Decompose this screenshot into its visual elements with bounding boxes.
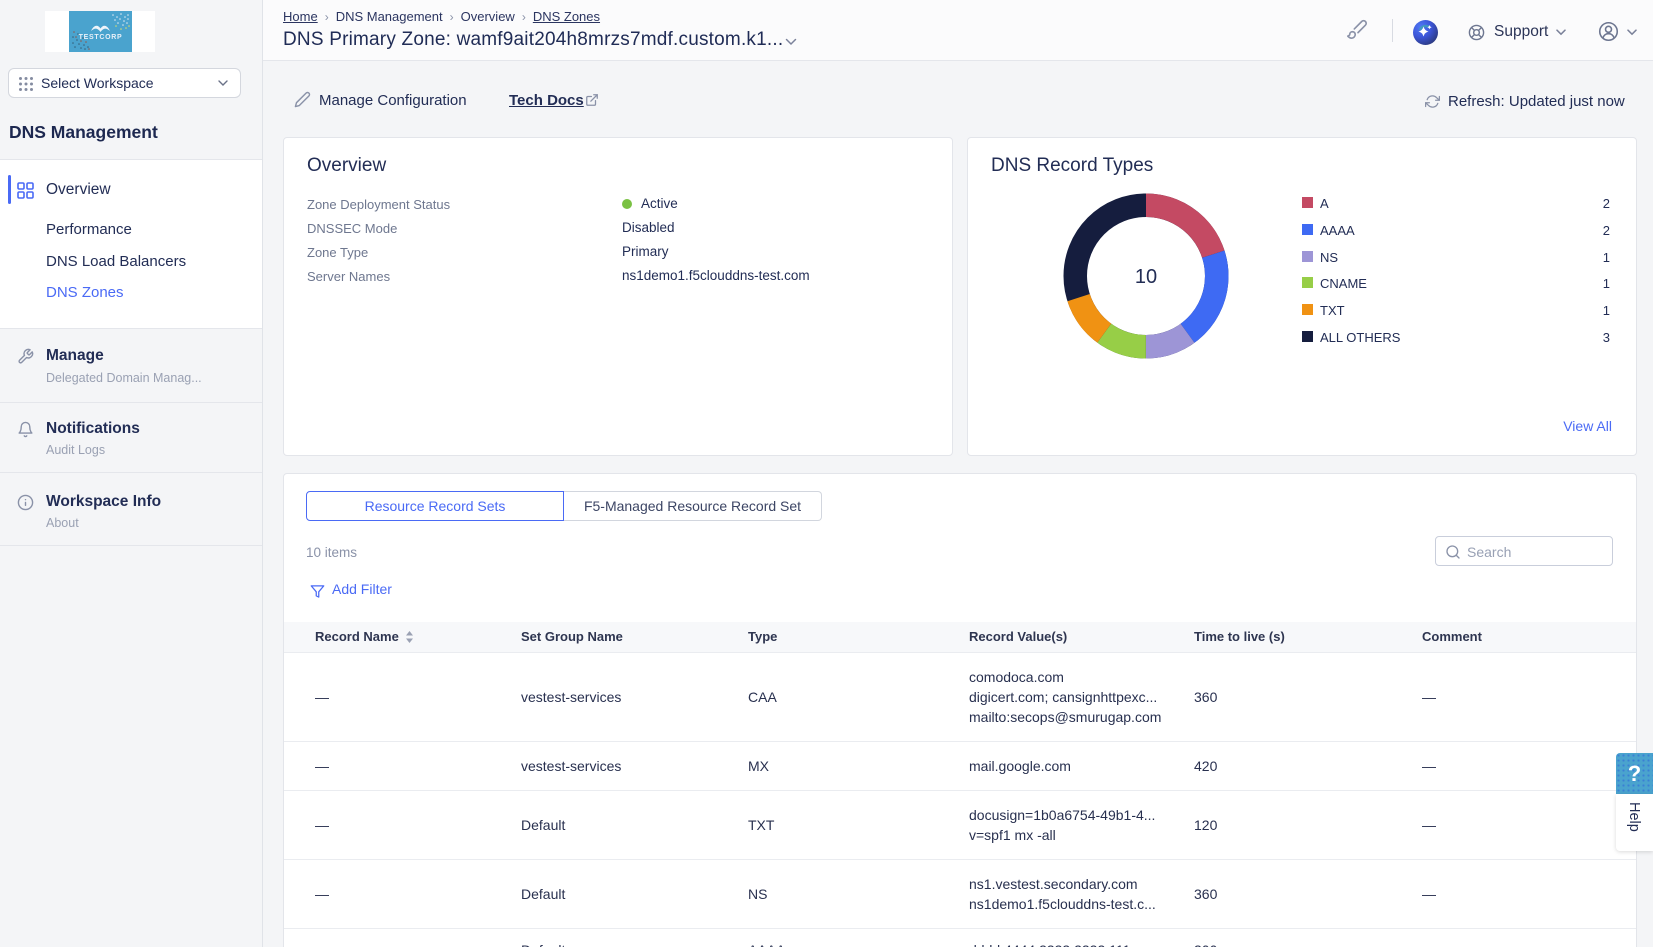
svg-text:10: 10 bbox=[1135, 266, 1157, 288]
svg-text:TESTCORP: TESTCORP bbox=[79, 34, 123, 41]
